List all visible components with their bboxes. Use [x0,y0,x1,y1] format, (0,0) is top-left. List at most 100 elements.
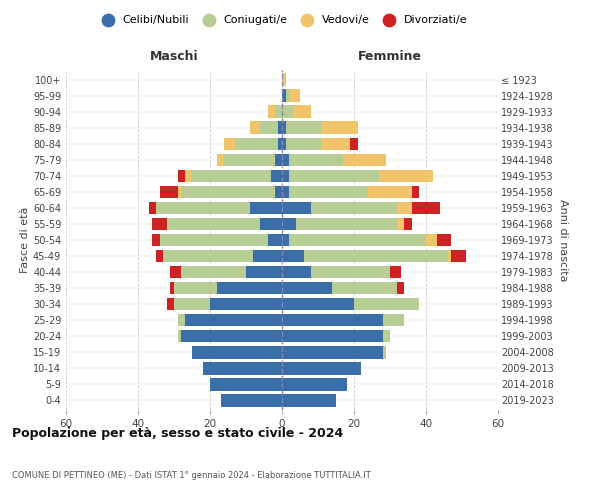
Bar [404,218,412,230]
Bar [282,218,296,230]
Bar [149,202,156,214]
Bar [282,106,293,118]
Bar [282,122,286,134]
Bar [282,394,336,406]
Bar [282,90,286,102]
Bar [282,186,289,198]
Bar [210,378,282,390]
Bar [221,394,282,406]
Bar [397,282,404,294]
Bar [250,202,282,214]
Y-axis label: Fasce di età: Fasce di età [20,207,30,273]
Bar [275,154,282,166]
Bar [246,266,282,278]
Bar [260,122,278,134]
Bar [282,138,286,150]
Bar [181,330,282,342]
Bar [282,250,304,262]
Bar [282,202,311,214]
Bar [278,122,282,134]
Bar [282,346,383,358]
Bar [152,218,167,230]
Bar [152,234,160,246]
Text: Popolazione per età, sesso e stato civile - 2024: Popolazione per età, sesso e stato civil… [12,427,343,440]
Bar [412,202,440,214]
Bar [397,218,404,230]
Bar [170,282,174,294]
Bar [163,250,253,262]
Y-axis label: Anni di nascita: Anni di nascita [557,198,568,281]
Bar [210,298,282,310]
Bar [322,138,350,150]
Bar [289,234,426,246]
Bar [426,234,437,246]
Bar [271,170,282,182]
Bar [174,282,217,294]
Bar [448,250,451,262]
Bar [178,314,185,326]
Bar [343,154,386,166]
Bar [282,266,311,278]
Bar [178,170,185,182]
Bar [282,170,289,182]
Bar [282,74,286,86]
Bar [282,362,361,374]
Bar [185,314,282,326]
Bar [322,122,358,134]
Bar [250,122,260,134]
Bar [174,298,210,310]
Bar [437,234,451,246]
Bar [332,282,397,294]
Bar [282,234,289,246]
Bar [235,138,278,150]
Bar [289,154,343,166]
Bar [354,298,419,310]
Bar [268,234,282,246]
Text: COMUNE DI PETTINEO (ME) - Dati ISTAT 1° gennaio 2024 - Elaborazione TUTTITALIA.I: COMUNE DI PETTINEO (ME) - Dati ISTAT 1° … [12,471,371,480]
Bar [156,202,250,214]
Bar [379,170,433,182]
Text: Maschi: Maschi [149,50,199,63]
Bar [224,154,275,166]
Bar [268,106,275,118]
Bar [275,186,282,198]
Bar [282,282,332,294]
Bar [383,346,386,358]
Bar [289,90,300,102]
Bar [203,362,282,374]
Bar [286,122,322,134]
Bar [185,170,192,182]
Bar [412,186,419,198]
Bar [217,154,224,166]
Bar [156,250,163,262]
Bar [383,330,390,342]
Bar [286,90,289,102]
Bar [160,234,268,246]
Bar [289,186,368,198]
Bar [311,202,397,214]
Bar [282,298,354,310]
Bar [282,378,347,390]
Bar [224,138,235,150]
Bar [170,266,181,278]
Bar [181,266,246,278]
Text: Femmine: Femmine [358,50,422,63]
Bar [282,314,383,326]
Bar [282,330,383,342]
Bar [304,250,448,262]
Bar [368,186,412,198]
Bar [383,314,404,326]
Bar [192,346,282,358]
Bar [390,266,401,278]
Bar [192,170,271,182]
Bar [286,138,322,150]
Bar [181,186,275,198]
Bar [282,154,289,166]
Bar [167,298,174,310]
Bar [311,266,390,278]
Bar [397,202,412,214]
Bar [278,138,282,150]
Bar [296,218,397,230]
Bar [451,250,466,262]
Bar [178,186,181,198]
